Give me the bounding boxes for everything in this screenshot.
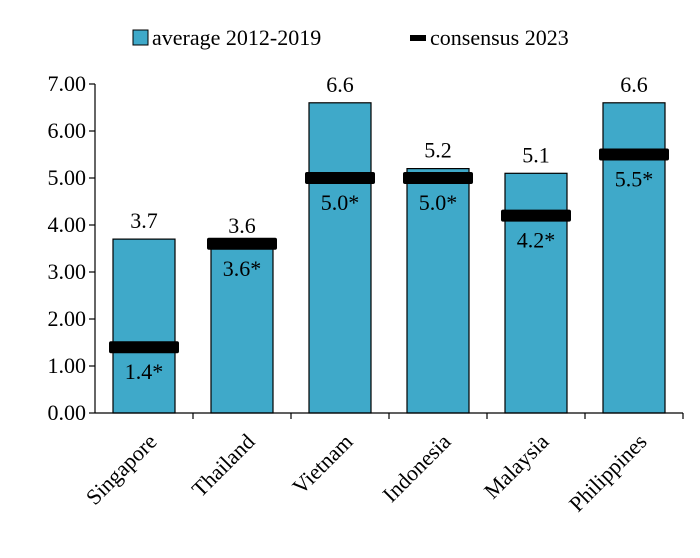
bars: 3.7 3.6 6.6 5.2 5.1 6.6 — [112, 72, 666, 414]
category-label: Indonesia — [377, 429, 455, 507]
category-label: Philippines — [564, 429, 652, 517]
legend-swatch-consensus — [410, 35, 426, 41]
consensus-value-label: 3.6* — [223, 256, 262, 281]
category-label: Thailand — [187, 429, 260, 502]
marker-consensus-philippines — [599, 148, 669, 161]
category-label: Vietnam — [287, 429, 357, 499]
y-tick-label: 2.00 — [48, 306, 87, 331]
bar-average-malaysia — [504, 172, 568, 414]
bar-value-label: 6.6 — [620, 72, 648, 97]
marker-consensus-thailand — [207, 237, 277, 250]
y-tick-label: 3.00 — [48, 259, 87, 284]
consensus-markers: 1.4* 3.6* 5.0* 5.0* 4.2* 5.5* — [109, 148, 669, 384]
marker-consensus-indonesia — [403, 172, 473, 184]
y-tick-label: 7.00 — [48, 71, 87, 96]
bar-average-vietnam — [308, 102, 372, 414]
x-axis: Singapore Thailand Vietnam Indonesia Malaysi… — [81, 412, 684, 517]
category-label: Singapore — [81, 429, 162, 510]
consensus-value-label: 5.0* — [321, 190, 360, 215]
consensus-value-label: 5.5* — [615, 167, 654, 192]
bar-average-thailand — [210, 243, 274, 414]
category-label: Malaysia — [479, 429, 554, 504]
y-axis: 0.00 1.00 2.00 3.00 4.00 5.00 6.00 7.00 — [48, 71, 96, 425]
bar-value-label: 5.1 — [522, 142, 550, 167]
marker-consensus-vietnam — [305, 172, 375, 184]
consensus-value-label: 1.4* — [125, 359, 164, 384]
y-tick-label: 1.00 — [48, 353, 87, 378]
marker-consensus-singapore — [109, 341, 179, 354]
marker-consensus-malaysia — [501, 209, 571, 222]
legend-label-consensus: consensus 2023 — [430, 25, 569, 50]
y-tick-label: 0.00 — [48, 400, 87, 425]
bar-value-label: 3.7 — [130, 208, 158, 233]
y-tick-label: 5.00 — [48, 165, 87, 190]
legend: average 2012-2019 consensus 2023 — [132, 25, 569, 50]
bar-value-label: 6.6 — [326, 72, 354, 97]
consensus-value-label: 5.0* — [419, 190, 458, 215]
consensus-value-label: 4.2* — [517, 228, 556, 253]
legend-label-average: average 2012-2019 — [152, 25, 321, 50]
legend-swatch-average — [132, 29, 149, 46]
bar-value-label: 5.2 — [424, 138, 452, 163]
bar-average-singapore — [112, 238, 176, 414]
y-tick-label: 4.00 — [48, 212, 87, 237]
y-tick-label: 6.00 — [48, 118, 87, 143]
bar-value-label: 3.6 — [228, 213, 256, 238]
